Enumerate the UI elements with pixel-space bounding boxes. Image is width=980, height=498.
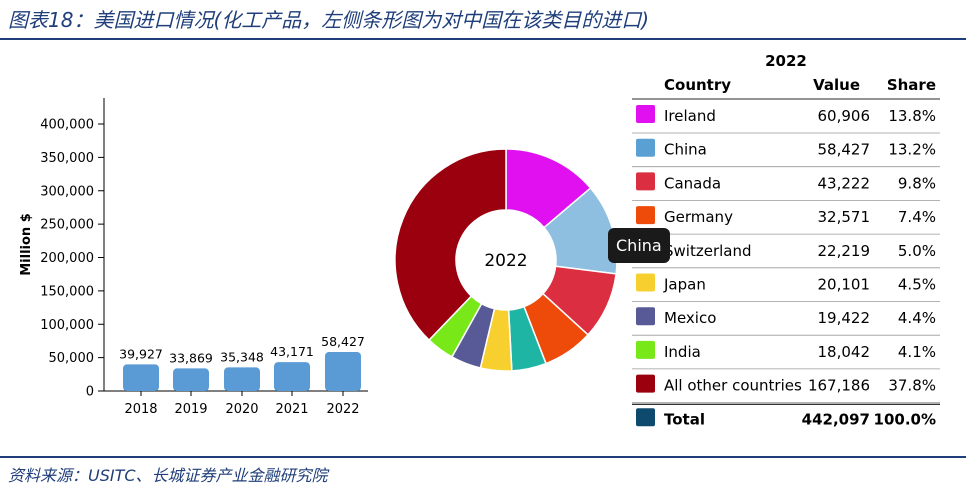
row-value: 58,427	[818, 141, 871, 159]
row-share: 7.4%	[898, 208, 936, 226]
bar-chart: 0 50,000 100,000 150,000 200,000 250,000 300,0…	[19, 98, 368, 417]
row-share: 37.8%	[888, 377, 936, 395]
row-value: 20,101	[818, 276, 871, 294]
col-country: Country	[664, 76, 731, 94]
row-share: 9.8%	[898, 174, 936, 192]
row-value: 22,219	[818, 242, 871, 260]
x-tick-label: 2022	[326, 402, 359, 417]
row-country: Mexico	[664, 309, 716, 327]
swatch-all-other-countries	[636, 374, 655, 393]
y-tick-label: 400,000	[40, 118, 94, 133]
row-value: 60,906	[818, 107, 871, 125]
row-value: 43,222	[818, 174, 871, 192]
title-rule	[0, 38, 966, 40]
y-axis-label: Million $	[19, 213, 34, 276]
y-tick-label: 100,000	[40, 318, 94, 333]
y-tick-label: 250,000	[40, 218, 94, 233]
total-share: 100.0%	[874, 410, 936, 428]
slice-all-other-countries[interactable]	[394, 148, 507, 342]
row-country: Germany	[664, 208, 733, 226]
bar-value-label: 35,348	[220, 349, 264, 364]
china-tooltip: China	[608, 228, 670, 263]
bar-value-label: 43,171	[270, 344, 314, 359]
row-country: Ireland	[664, 107, 716, 125]
col-share: Share	[887, 76, 936, 94]
col-value: Value	[813, 76, 860, 94]
swatch-total	[636, 408, 655, 427]
y-tick-label: 50,000	[49, 351, 95, 366]
bar-value-label: 58,427	[321, 334, 365, 349]
figure-title: 图表18：美国进口情况(化工产品，左侧条形图为对中国在该类目的进口)	[8, 8, 650, 32]
source-note: 资料来源：USITC、长城证券产业金融研究院	[8, 466, 328, 485]
row-share: 13.2%	[888, 141, 936, 159]
y-tick-label: 350,000	[40, 151, 94, 166]
row-country: Japan	[663, 276, 706, 294]
total-value: 442,097	[802, 410, 870, 428]
row-share: 4.1%	[898, 343, 936, 361]
y-tick-label: 0	[86, 385, 94, 400]
bar-2020	[224, 367, 260, 391]
bar-2019	[173, 368, 209, 391]
total-label: Total	[664, 410, 705, 428]
row-country: China	[664, 141, 707, 159]
row-country: India	[664, 343, 701, 361]
row-share: 4.4%	[898, 309, 936, 327]
bar-2018	[123, 364, 159, 391]
row-country: Switzerland	[664, 242, 752, 260]
donut-chart: 2022	[394, 148, 618, 372]
y-tick-label: 300,000	[40, 184, 94, 199]
swatch-germany	[636, 206, 655, 225]
swatch-canada	[636, 172, 655, 191]
data-table: 2022 Country Value Share Ireland 60,906 13.8% C…	[632, 52, 940, 428]
row-share: 13.8%	[888, 107, 936, 125]
swatch-india	[636, 340, 655, 359]
row-country: Canada	[664, 174, 721, 192]
row-value: 18,042	[818, 343, 871, 361]
bar-value-label: 33,869	[169, 350, 213, 365]
figure-canvas: 0 50,000 100,000 150,000 200,000 250,000 300,0…	[19, 52, 940, 428]
row-share: 5.0%	[898, 242, 936, 260]
swatch-ireland	[636, 105, 655, 123]
row-country: All other countries	[664, 377, 802, 395]
bar-value-label: 39,927	[119, 346, 163, 361]
x-tick-label: 2020	[225, 402, 258, 417]
y-tick-label: 150,000	[40, 284, 94, 299]
source-rule	[0, 456, 966, 458]
row-value: 32,571	[818, 208, 871, 226]
row-value: 167,186	[808, 377, 870, 395]
bar-2022	[325, 351, 361, 391]
table-year: 2022	[765, 52, 807, 70]
bar-2021	[274, 362, 310, 391]
row-value: 19,422	[818, 309, 871, 327]
x-tick-label: 2021	[275, 402, 308, 417]
swatch-china	[636, 138, 655, 157]
donut-center-label: 2022	[484, 251, 527, 271]
x-tick-label: 2018	[124, 402, 157, 417]
x-tick-label: 2019	[174, 402, 207, 417]
swatch-japan	[636, 273, 655, 292]
swatch-mexico	[636, 307, 655, 326]
y-tick-label: 200,000	[40, 251, 94, 266]
row-share: 4.5%	[898, 276, 936, 294]
